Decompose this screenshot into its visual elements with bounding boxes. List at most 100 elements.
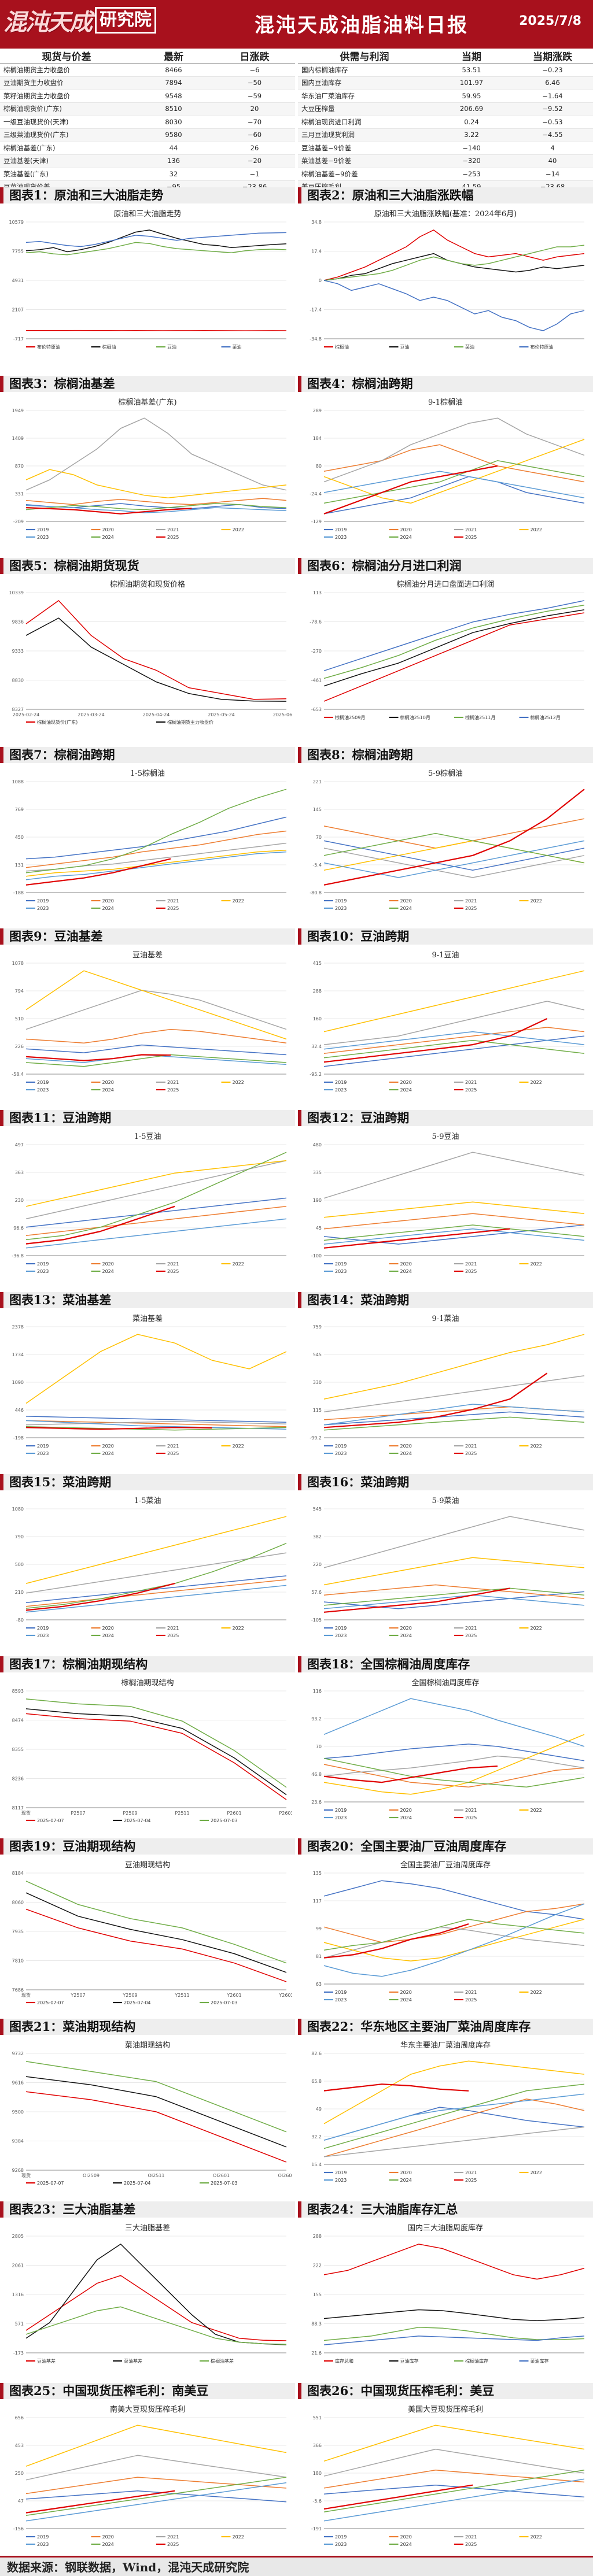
- legend-label: 2025: [465, 906, 477, 911]
- y-tick-label: 8327: [12, 707, 24, 712]
- legend-label: 2019: [335, 898, 347, 904]
- row-value: 8466: [133, 64, 214, 77]
- x-tick-label: P2507: [71, 1811, 85, 1816]
- y-tick-label: 1078: [12, 961, 24, 966]
- series-line: [25, 1152, 287, 1241]
- legend-label: 2020: [102, 527, 114, 532]
- legend-label: 2019: [335, 1626, 347, 1631]
- legend-label: 2022: [531, 1990, 542, 1995]
- y-tick-label: 545: [313, 1352, 322, 1357]
- row-change: −50: [214, 76, 295, 90]
- series-line: [323, 476, 585, 515]
- y-tick-label: -191: [311, 2526, 322, 2531]
- chart-caption: 图表5：棕榈油期货现货: [0, 558, 295, 574]
- series-line: [323, 417, 585, 483]
- chart-title: 豆油基差: [132, 951, 163, 960]
- series-line: [25, 1585, 287, 1613]
- y-tick-label: -36.8: [12, 1253, 24, 1259]
- chart-title: 棕榈油期现结构: [121, 1679, 174, 1687]
- legend-label: 2019: [37, 898, 49, 904]
- y-tick-label: 115: [313, 1408, 322, 1413]
- x-tick-label: Y2507: [70, 1993, 85, 1998]
- y-tick-label: 88.3: [311, 2322, 322, 2327]
- legend-label: 2025-07-04: [124, 2000, 151, 2005]
- legend-label: 2024: [400, 2542, 412, 2547]
- y-tick-label: -100: [311, 1253, 322, 1259]
- series-line: [25, 1420, 287, 1427]
- series-line: [323, 2484, 473, 2510]
- y-tick-label: 8060: [12, 1900, 24, 1905]
- series-line: [323, 2470, 585, 2512]
- row-value: 32: [133, 168, 214, 181]
- chart-title: 原油和三大油脂走势: [113, 209, 181, 219]
- legend-label: 2024: [102, 535, 114, 540]
- series-line: [25, 858, 171, 886]
- row-label: 一级豆油现货价(天津): [0, 116, 133, 129]
- legend-label: 2019: [37, 1444, 49, 1449]
- series-line: [323, 2336, 585, 2345]
- y-tick-label: 2378: [12, 1324, 24, 1330]
- y-tick-label: 7686: [12, 1987, 24, 1993]
- row-label: 菜油基差−9价差: [298, 154, 431, 168]
- series-line: [25, 2425, 287, 2467]
- x-tick-label: P2601: [227, 1811, 241, 1816]
- legend-label: 2024: [400, 1633, 412, 1638]
- series-line: [323, 1744, 585, 1761]
- legend-label: 棕榈油基差: [211, 2358, 234, 2364]
- y-tick-label: 551: [313, 2415, 322, 2420]
- legend-label: 2023: [37, 1633, 49, 1638]
- chart-caption: 图表11：豆油跨期: [0, 1110, 295, 1126]
- row-label: 棕榈油现货进口利润: [298, 116, 431, 129]
- chart-title: 棕榈油期货和现货价格: [110, 580, 185, 589]
- series-line: [25, 1713, 287, 1800]
- y-tick-label: 8184: [12, 1871, 24, 1876]
- row-label: 三级菜油现货价(广东): [0, 128, 133, 142]
- series-line: [323, 1224, 585, 1241]
- legend-label: 棕榈油2509月: [335, 715, 365, 720]
- y-tick-label: 1949: [12, 408, 24, 413]
- series-line: [25, 1054, 171, 1061]
- y-tick-label: 160: [313, 1016, 322, 1021]
- legend-label: 2020: [102, 2534, 114, 2540]
- row-value: 44: [133, 142, 214, 155]
- row-change: −1.64: [512, 90, 593, 103]
- series-line: [25, 503, 287, 510]
- y-tick-label: 210: [15, 1590, 24, 1595]
- y-tick-label: -78.6: [310, 620, 322, 625]
- row-label: 三月豆油现货利润: [298, 128, 431, 142]
- y-tick-label: -717: [13, 336, 24, 342]
- chart-title: 华东主要油厂菜油周度库存: [400, 2041, 491, 2050]
- y-tick-label: 335: [313, 1170, 322, 1175]
- series-line: [323, 2448, 585, 2477]
- legend-label: 2023: [335, 1269, 347, 1274]
- series-line: [25, 498, 287, 505]
- legend-label: 2019: [335, 1444, 347, 1449]
- series-line: [323, 1698, 585, 1747]
- y-tick-label: 0: [319, 278, 322, 283]
- y-tick-label: 790: [15, 1534, 24, 1539]
- row-label: 豆油基差−9价差: [298, 142, 431, 155]
- series-line: [323, 1903, 585, 1977]
- x-tick-label: 2025-05-24: [208, 712, 235, 717]
- chart-svg: 5-9豆油 480 335 190 45 -100 2019 2020 2021 2022 2023…: [311, 1132, 585, 1274]
- legend-label: 2021: [465, 1626, 477, 1631]
- legend-label: 2022: [233, 1626, 244, 1631]
- y-tick-label: 117: [313, 1898, 322, 1904]
- legend-label: 2025-07-07: [37, 2000, 64, 2005]
- legend-label: 2025: [465, 1451, 477, 1456]
- y-tick-label: 545: [313, 1507, 322, 1512]
- y-tick-label: 288: [313, 2234, 322, 2239]
- y-tick-label: 63: [316, 1982, 322, 1987]
- legend-label: 2025: [167, 535, 179, 540]
- chart-caption: 图表16：菜油跨期: [298, 1474, 593, 1490]
- legend-label: 库存总和: [335, 2358, 353, 2364]
- legend-label: 棕榈油库存: [465, 2358, 488, 2364]
- legend-label: 2025: [167, 1087, 179, 1093]
- series-line: [25, 1416, 287, 1423]
- table-row: 菜籽油期货主力收盘价 9548 −59: [0, 90, 295, 103]
- row-change: 6.46: [512, 76, 593, 90]
- report-date: 2025/7/8: [519, 14, 581, 28]
- series-line: [25, 417, 287, 491]
- y-tick-label: 450: [15, 835, 24, 840]
- y-tick-label: 1316: [12, 2292, 24, 2297]
